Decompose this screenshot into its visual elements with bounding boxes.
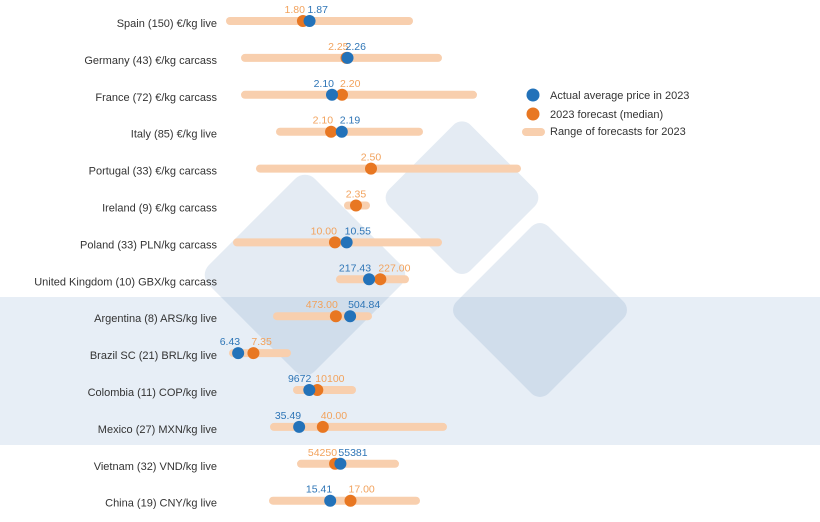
forecast-value-label: 473.00 [306,299,338,311]
actual-dot [341,51,354,64]
forecast-value-label: 1.80 [284,4,305,16]
actual-value-label: 10.55 [345,225,371,237]
forecast-value-label: 10.00 [311,225,337,237]
highlight-band [0,297,820,445]
row-label: Brazil SC (21) BRL/kg live [90,350,217,362]
legend-forecast-marker [526,107,540,121]
actual-dot [334,457,347,470]
chart-row: Italy (85) €/kg live 2.10 2.19 [131,115,423,141]
forecast-value-label: 54250 [308,447,337,459]
legend-range-label: Range of forecasts for 2023 [550,126,686,138]
chart-row: France (72) €/kg carcass 2.20 2.10 [95,78,477,104]
chart-row: Argentina (8) ARS/kg live 473.00 504.84 [94,299,380,325]
row-label: Poland (33) PLN/kg carcass [80,239,217,251]
forecast-dot [316,420,329,433]
actual-dot [340,236,353,249]
actual-value-label: 2.26 [346,41,367,53]
forecast-dot [247,347,260,360]
actual-value-label: 15.41 [306,484,332,496]
row-label: Mexico (27) MXN/kg live [98,424,217,436]
actual-dot [232,347,245,360]
actual-dot [303,384,316,396]
forecast-value-label: 227.00 [378,262,410,274]
actual-dot [363,273,376,286]
actual-value-label: 2.19 [340,115,361,127]
forecast-dot [374,273,387,286]
forecast-value-label: 17.00 [349,484,375,496]
actual-dot [335,125,348,138]
actual-dot [344,310,357,323]
forecast-dot [365,162,377,175]
forecast-dot [350,199,362,212]
row-label: Ireland (9) €/kg carcass [102,203,217,215]
legend-forecast-label: 2023 forecast (median) [550,109,663,121]
forecast-value-label: 7.35 [251,336,272,348]
actual-value-label: 1.87 [308,4,329,16]
chart-row: Vietnam (32) VND/kg live 54250 55381 [94,447,399,473]
legend-actual-label: Actual average price in 2023 [550,90,689,102]
forecast-dot [328,236,341,249]
actual-value-label: 217.43 [339,262,371,274]
chart-row: United Kingdom (10) GBX/kg carcass 227.00… [34,262,410,288]
row-label: Argentina (8) ARS/kg live [94,313,217,325]
forecast-value-label: 10100 [315,373,344,385]
chart-row: Germany (43) €/kg carcass 2.252.26 [84,41,442,67]
forecast-value-label: 2.35 [346,189,367,201]
actual-dot [293,420,306,433]
actual-value-label: 55381 [338,447,367,459]
row-label: China (19) CNY/kg live [105,498,217,510]
row-label: Vietnam (32) VND/kg live [94,461,217,473]
chart-row: China (19) CNY/kg live 17.00 15.41 [105,484,420,510]
forecast-value-label: 40.00 [321,410,347,422]
row-label: Germany (43) €/kg carcass [84,55,217,67]
legend: Actual average price in 2023 2023 foreca… [522,88,689,138]
legend-actual-marker [526,88,540,102]
forecast-value-label: 2.10 [313,115,334,127]
actual-value-label: 2.10 [314,78,335,90]
actual-value-label: 504.84 [348,299,380,311]
forecast-dot [325,125,338,138]
chart-row: Ireland (9) €/kg carcass 2.35 [102,189,370,215]
forecast-dot [344,494,357,507]
row-label: Colombia (11) COP/kg live [88,387,217,399]
actual-dot [324,494,337,507]
chart-row: Poland (33) PLN/kg carcass 10.00 10.55 [80,225,442,251]
actual-value-label: 9672 [288,373,312,385]
actual-dot [326,88,338,101]
chart-row: Brazil SC (21) BRL/kg live 7.35 6.43 [90,336,291,362]
chart-row: Spain (150) €/kg live 1.80 1.87 [117,4,413,30]
row-label: Portugal (33) €/kg carcass [89,166,218,178]
actual-value-label: 35.49 [275,410,301,422]
actual-value-label: 6.43 [220,336,241,348]
forecast-value-label: 2.25 [328,41,349,53]
forecast-value-label: 2.20 [340,78,361,90]
row-label: Italy (85) €/kg live [131,129,217,141]
row-label: United Kingdom (10) GBX/kg carcass [34,276,217,288]
watermark-logo [204,121,627,397]
forecast-value-label: 2.50 [361,152,382,164]
actual-dot [303,15,316,27]
forecast-dot [336,88,348,101]
row-label: Spain (150) €/kg live [117,18,217,30]
chart-row: Mexico (27) MXN/kg live 40.00 35.49 [98,410,447,436]
row-label: France (72) €/kg carcass [95,92,217,104]
forecast-dot [329,310,342,323]
chart-row: Portugal (33) €/kg carcass 2.50 [89,152,521,178]
